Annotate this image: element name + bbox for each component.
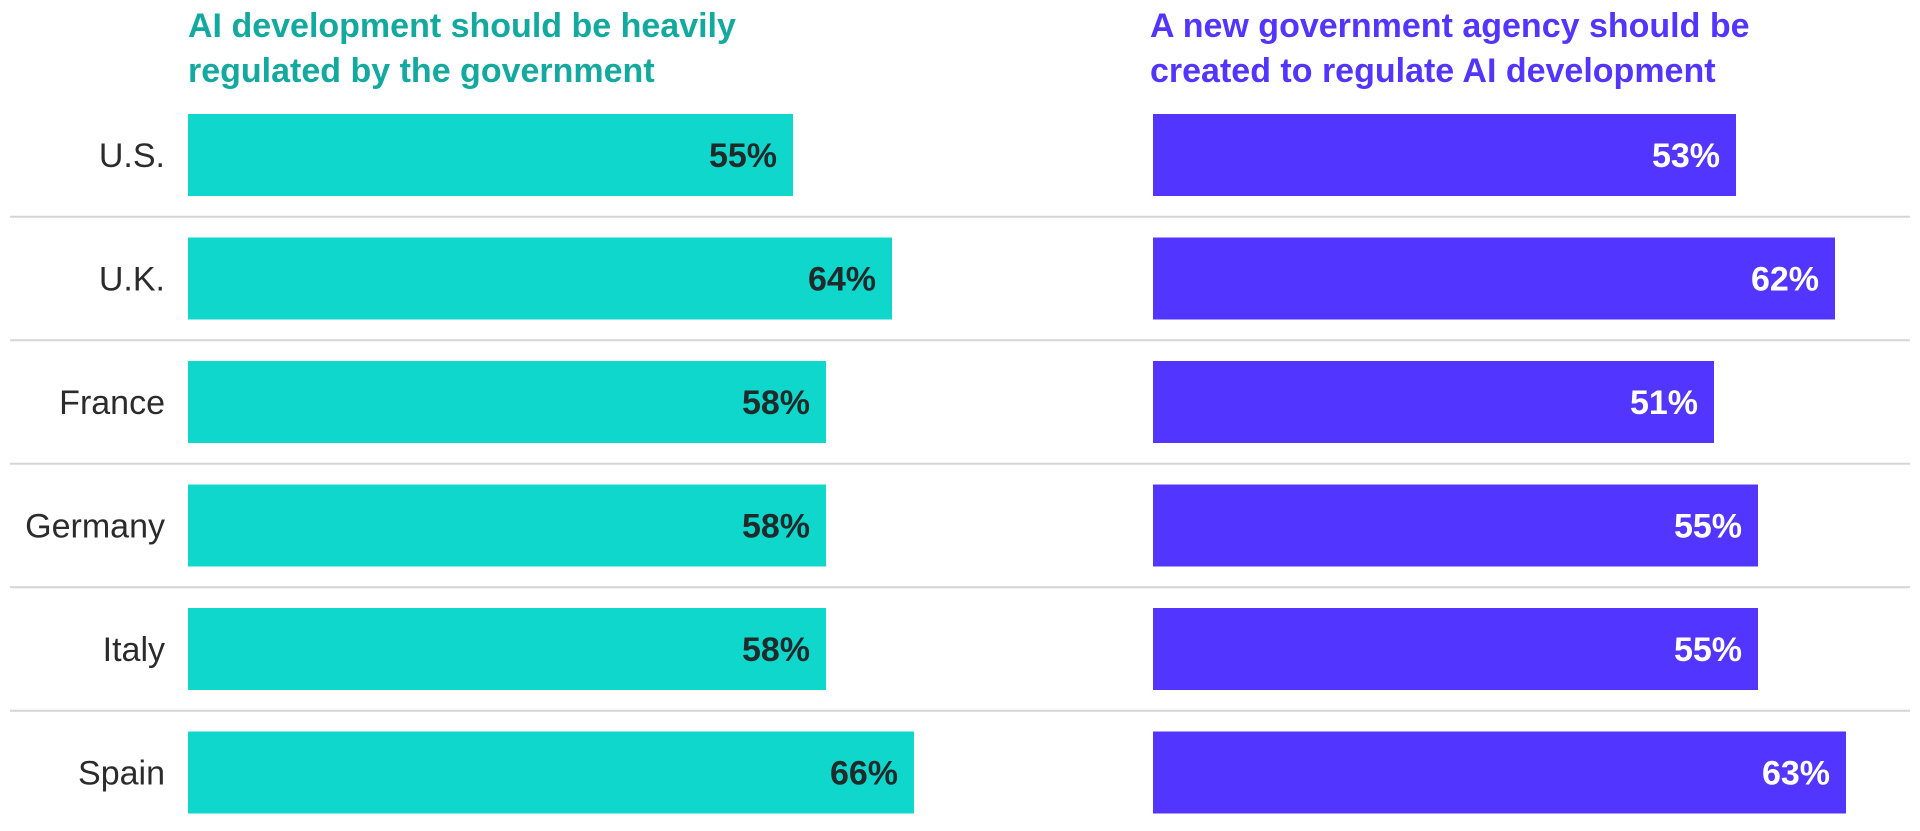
- data-label: 62%: [1751, 261, 1819, 299]
- bar-series-2: [1153, 114, 1736, 196]
- data-label: 51%: [1630, 384, 1698, 422]
- bar-series-1: [188, 484, 826, 567]
- data-label: 63%: [1762, 755, 1830, 793]
- data-label: 64%: [808, 261, 876, 299]
- bar-series-1: [188, 731, 914, 814]
- bar-series-2: [1153, 484, 1758, 567]
- data-label: 55%: [709, 137, 777, 175]
- bar-series-1: [188, 361, 826, 443]
- bar-series-1: [188, 114, 793, 196]
- bar-series-1: [188, 608, 826, 690]
- data-label: 53%: [1652, 137, 1720, 175]
- category-label: Spain: [78, 755, 165, 793]
- category-label: France: [59, 384, 165, 422]
- data-label: 55%: [1674, 508, 1742, 546]
- data-label: 58%: [742, 631, 810, 669]
- bar-series-2: [1153, 361, 1714, 443]
- data-label: 58%: [742, 508, 810, 546]
- data-label: 58%: [742, 384, 810, 422]
- data-label: 66%: [830, 755, 898, 793]
- category-label: U.S.: [99, 137, 165, 175]
- bar-series-2: [1153, 731, 1846, 814]
- bar-series-2: [1153, 237, 1835, 320]
- bar-series-2: [1153, 608, 1758, 690]
- data-label: 55%: [1674, 631, 1742, 669]
- category-label: Germany: [25, 508, 165, 546]
- right-panel-title: A new government agency should be create…: [1150, 7, 1750, 90]
- bar-series-1: [188, 237, 892, 320]
- left-panel-title: AI development should be heavily regulat…: [188, 7, 736, 90]
- category-label: U.K.: [99, 261, 165, 299]
- category-label: Italy: [103, 631, 165, 669]
